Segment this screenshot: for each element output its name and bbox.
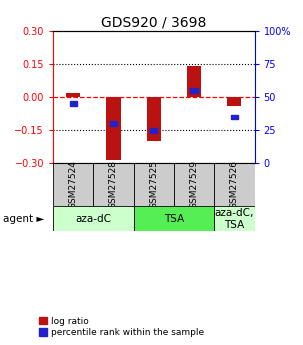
Bar	[231, 115, 238, 119]
Bar	[150, 128, 157, 133]
Bar	[227, 97, 241, 106]
Bar	[106, 97, 121, 160]
Bar	[187, 66, 201, 97]
Bar	[110, 121, 117, 126]
Bar	[53, 163, 93, 206]
Text: GSM27524: GSM27524	[69, 160, 78, 209]
Text: TSA: TSA	[164, 214, 184, 224]
Bar	[174, 163, 214, 206]
Text: GSM27529: GSM27529	[190, 160, 198, 209]
Bar	[93, 163, 134, 206]
Title: GDS920 / 3698: GDS920 / 3698	[101, 16, 206, 30]
Text: GSM27526: GSM27526	[230, 160, 239, 209]
Bar	[214, 163, 255, 206]
Bar	[214, 206, 255, 231]
Text: aza-dC,
TSA: aza-dC, TSA	[215, 208, 254, 229]
Bar	[66, 93, 80, 97]
Text: agent ►: agent ►	[3, 214, 45, 224]
Text: GSM27525: GSM27525	[149, 160, 158, 209]
Bar	[147, 97, 161, 141]
Bar	[134, 163, 174, 206]
Text: GSM27528: GSM27528	[109, 160, 118, 209]
Bar	[134, 206, 214, 231]
Bar	[53, 206, 134, 231]
Bar	[191, 88, 198, 93]
Bar	[70, 101, 77, 106]
Legend: log ratio, percentile rank within the sample: log ratio, percentile rank within the sa…	[39, 317, 204, 337]
Text: aza-dC: aza-dC	[75, 214, 111, 224]
